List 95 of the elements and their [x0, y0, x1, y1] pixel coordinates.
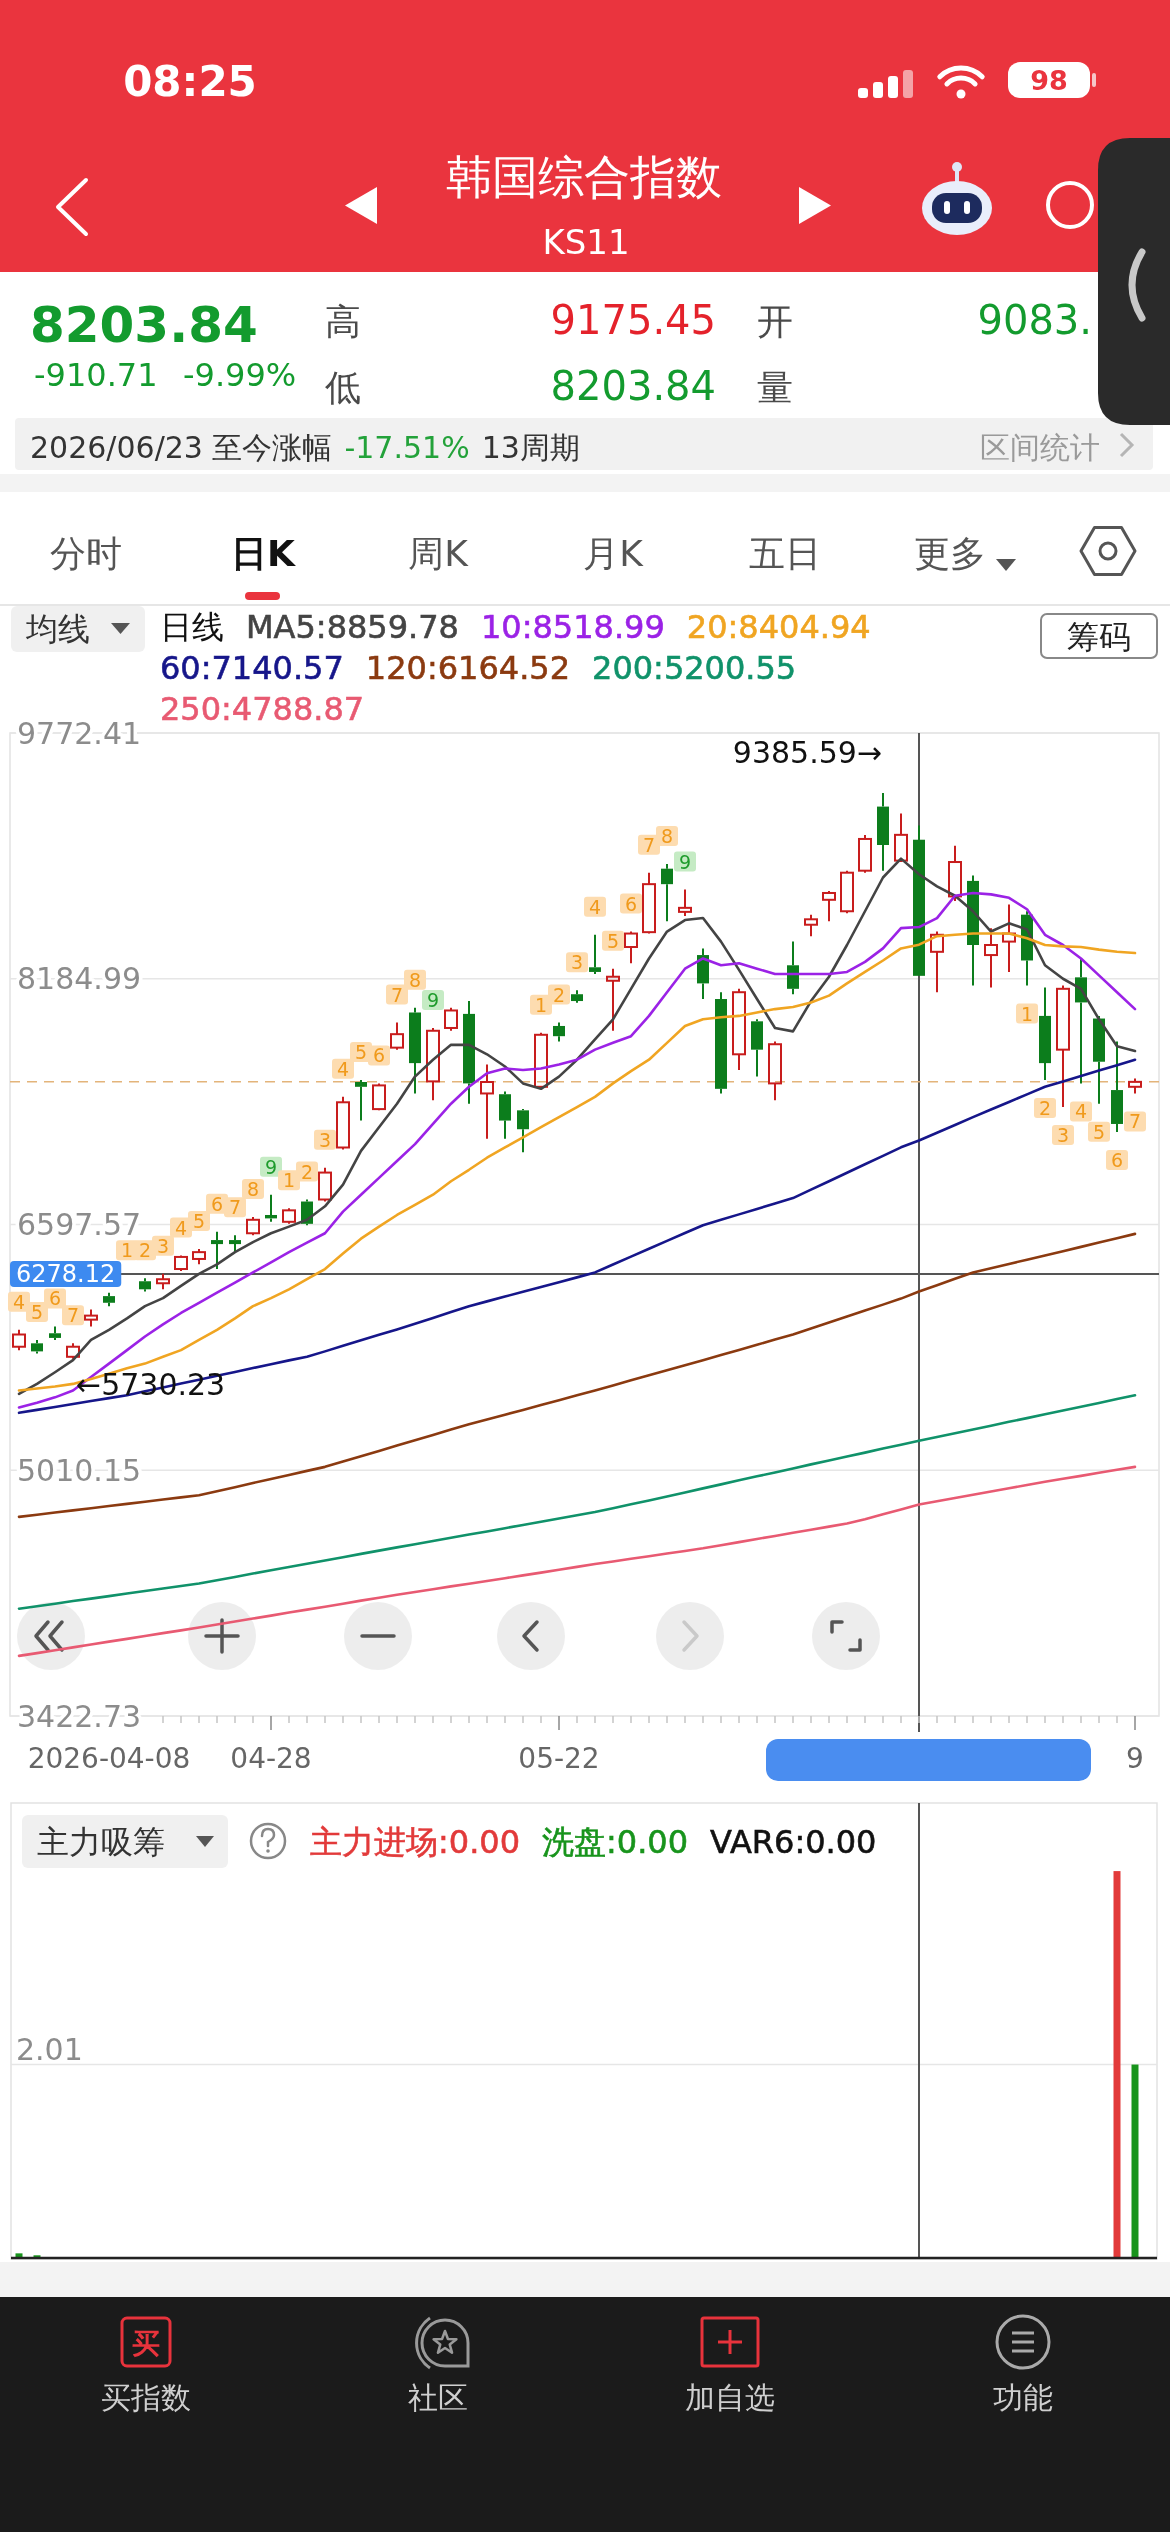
candlestick — [1002, 903, 1016, 973]
candlestick — [715, 991, 727, 1095]
candlestick — [426, 1026, 440, 1102]
candlestick — [787, 940, 799, 996]
text: 120:6164.52 — [365, 649, 571, 687]
text: -910.71 — [34, 356, 158, 394]
text: 低 — [325, 367, 361, 408]
bar — [1131, 2064, 1139, 2258]
text: 日K — [231, 533, 297, 574]
candlestick — [894, 812, 908, 862]
text: 功能 — [993, 2380, 1053, 2415]
candlestick — [930, 930, 944, 994]
candlestick — [409, 1006, 421, 1095]
candlestick — [661, 863, 673, 923]
text: 五日 — [749, 533, 821, 574]
candlestick — [768, 1040, 782, 1102]
x-tick-label: 2026-04-08 — [27, 1742, 191, 1775]
text: 9083. — [977, 297, 1092, 343]
candlestick — [480, 1063, 494, 1140]
candlestick — [31, 1338, 43, 1355]
legend-label: VAR6:0.00 — [710, 1823, 877, 1861]
text: 9175.45 — [550, 297, 716, 343]
text: 200:5200.55 — [592, 649, 797, 687]
text: 250:4788.87 — [160, 690, 365, 728]
y-tick-label: 3422.73 — [17, 1698, 142, 1734]
text: 更多 — [914, 533, 986, 574]
y-tick-label: 6597.57 — [17, 1207, 142, 1242]
candlestick — [49, 1325, 61, 1341]
candlestick — [751, 1018, 763, 1078]
candlestick — [589, 933, 601, 975]
text: 筹码 — [1067, 618, 1131, 656]
candlestick — [822, 889, 836, 923]
candlestick — [211, 1230, 223, 1271]
text: 60:7140.57 — [160, 649, 344, 687]
text: 高 — [325, 301, 361, 342]
text: KS11 — [542, 222, 630, 262]
text: 买 — [132, 2327, 160, 2360]
candlestick — [678, 888, 692, 917]
text: 分时 — [50, 533, 122, 574]
legend-title: 日线 — [160, 608, 224, 646]
text: 韩国综合指数 — [446, 150, 722, 204]
text: 社区 — [408, 2380, 468, 2415]
candlestick — [1093, 1014, 1105, 1105]
text: 开 — [757, 301, 793, 342]
candlestick — [624, 930, 638, 965]
candlestick — [463, 1000, 475, 1105]
x-tick-label: 05-22 — [518, 1742, 600, 1775]
text: 6 — [372, 1044, 386, 1067]
candlestick — [139, 1277, 151, 1293]
text: 10:8518.99 — [480, 608, 665, 646]
bar — [1113, 1871, 1121, 2259]
candlestick — [1039, 986, 1051, 1081]
ref-line-label: 6278.12 — [16, 1260, 116, 1289]
line-series — [17, 1394, 1137, 1610]
text: 3 — [1056, 1124, 1070, 1147]
candlestick — [913, 824, 925, 976]
candlestick — [571, 989, 583, 1004]
chart-title: 主力吸筹 — [37, 1823, 165, 1861]
text: 区间统计 — [980, 430, 1100, 465]
candlestick — [355, 1078, 367, 1122]
text: 量 — [757, 367, 793, 408]
x-tick-label: 04-28 — [230, 1742, 312, 1775]
candlestick — [948, 844, 962, 903]
text: 洗盘:0.00 — [542, 1823, 689, 1861]
candlestick — [553, 1021, 565, 1043]
text: 8203.84 — [550, 363, 716, 409]
text: 08:25 — [123, 57, 257, 106]
text: 主力进场:0.00 — [310, 1823, 521, 1861]
text: 13周期 — [481, 430, 580, 465]
text: -17.51% — [344, 430, 470, 465]
candlestick — [1056, 984, 1070, 1109]
text: 买指数 — [101, 2380, 191, 2415]
text: MA5:8859.78 — [246, 608, 459, 646]
x-tick-label: 9 — [1126, 1742, 1144, 1775]
text: 8203.84 — [30, 296, 258, 354]
annotation: 9385.59→ — [732, 734, 882, 770]
text: 20:8404.94 — [686, 608, 871, 646]
y-tick-label: 5010.15 — [17, 1452, 142, 1488]
text: 加自选 — [685, 2380, 775, 2415]
candlestick — [499, 1090, 511, 1140]
y-tick-label: 9772.41 — [17, 715, 142, 751]
text: 2026/06/23 至今涨幅 — [30, 430, 333, 465]
candlestick — [984, 927, 998, 989]
text: -9.99% — [183, 356, 297, 394]
candlestick — [732, 987, 746, 1071]
candlestick — [877, 791, 889, 872]
y-tick-label: 8184.99 — [17, 961, 142, 997]
annotation: 2.01 — [16, 2031, 83, 2067]
dropdown-button: 均线 — [11, 606, 145, 652]
text: 月K — [583, 533, 645, 574]
candlestick — [1111, 1040, 1123, 1134]
text: 周K — [408, 533, 470, 574]
text: 98 — [1030, 65, 1068, 96]
text: 5 — [30, 1300, 44, 1323]
candlestick — [606, 967, 620, 1032]
